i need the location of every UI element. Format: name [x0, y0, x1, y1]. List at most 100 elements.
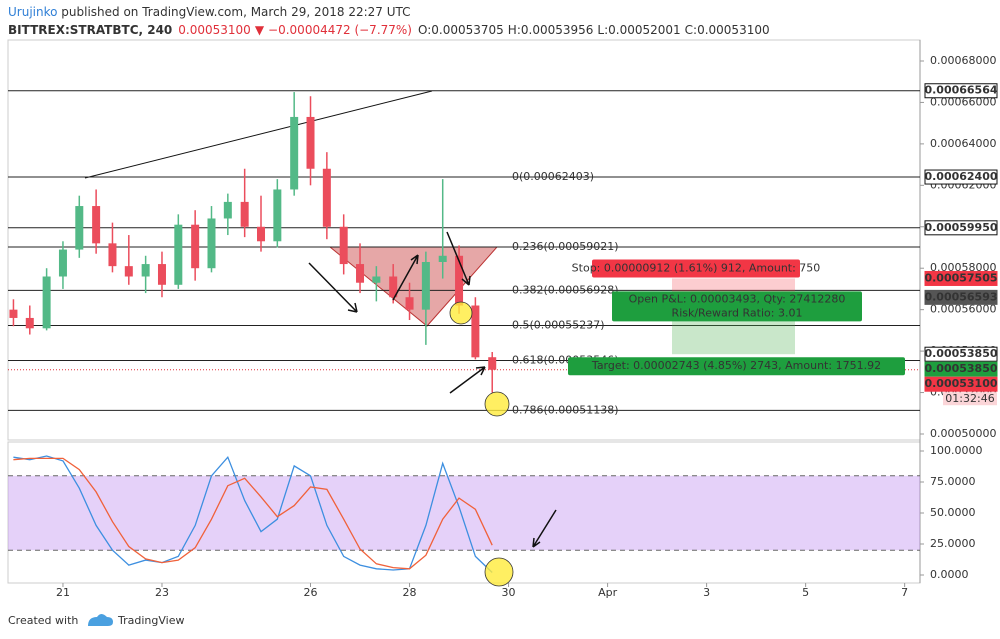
candle-body — [58, 249, 67, 277]
fib-label: 0.236(0.00059021) — [512, 240, 619, 253]
candle-body — [372, 276, 381, 283]
price-tag — [924, 376, 998, 392]
arrow — [446, 231, 471, 286]
x-tick-label: 7 — [901, 586, 908, 599]
candle-body — [223, 201, 232, 219]
price-tag — [924, 361, 998, 377]
arrow: ▼ — [255, 23, 265, 37]
price-tag — [924, 270, 998, 286]
header-line2: BITTREX:STRATBTC, 240 0.00053100 ▼ −0.00004… — [8, 23, 770, 37]
candle-body — [174, 224, 183, 285]
x-tick-label: 3 — [703, 586, 710, 599]
highlight-circle — [449, 301, 473, 325]
candle-body — [108, 243, 117, 267]
rr-label: Risk/Reward Ratio: 3.01 — [672, 306, 803, 319]
candle-body — [455, 255, 464, 306]
candle-body — [306, 116, 315, 169]
x-tick-label: 21 — [56, 586, 70, 599]
fib-label: 0(0.00062403) — [512, 170, 594, 183]
stoch-tick-label: 50.0000 — [930, 506, 976, 519]
header-line1: Urujinko published on TradingView.com, M… — [8, 5, 411, 19]
candle-body — [240, 201, 249, 227]
stoch-band — [8, 475, 920, 551]
fib-label: 0.786(0.00051138) — [512, 403, 619, 416]
trendline — [84, 90, 433, 179]
price-tag-label: 0.00059950 — [924, 221, 997, 234]
countdown: 01:32:46 — [945, 392, 994, 405]
y-tick-label: 0.00050000 — [930, 427, 996, 440]
candle-body — [405, 297, 414, 310]
candle-body — [290, 116, 299, 190]
annotations — [308, 231, 557, 587]
highlight-circle — [484, 557, 514, 587]
candle-body — [124, 266, 133, 277]
x-tick-label: 30 — [502, 586, 516, 599]
arrow — [392, 254, 419, 301]
candle-body — [141, 264, 150, 277]
pnl-box — [612, 291, 862, 322]
fib-label: 0.5(0.00055237) — [512, 318, 605, 331]
candle-body — [322, 168, 331, 227]
candle-body — [421, 261, 430, 310]
candle-body — [9, 309, 18, 318]
candle-body — [273, 189, 282, 242]
candle-body — [92, 206, 101, 244]
y-tick-label: 0.00058000 — [930, 261, 996, 274]
x-tick-label: 26 — [304, 586, 318, 599]
candle-body — [488, 357, 497, 370]
last-price: 0.00053100 — [178, 23, 251, 37]
price-tag — [924, 83, 998, 99]
stoch-tick-label: 0.0000 — [930, 568, 969, 581]
candle-body — [257, 226, 266, 242]
author: Urujinko — [8, 5, 57, 19]
price-tag — [924, 220, 998, 236]
open: O:0.00053705 — [418, 23, 504, 37]
candle-body — [339, 226, 348, 265]
target-label: Target: 0.00002743 (4.85%) 2743, Amount:… — [591, 359, 881, 372]
candle-body — [157, 264, 166, 285]
symbol: BITTREX:STRATBTC, 240 — [8, 23, 172, 37]
price-tag-label: 0.00056593 — [924, 290, 997, 303]
stoch-tick-label: 75.0000 — [930, 475, 976, 488]
published: published on TradingView.com, March 29, … — [57, 5, 410, 19]
target-label-box — [568, 357, 905, 376]
price-tag-label: 0.00057505 — [924, 271, 997, 284]
arrow — [532, 509, 557, 548]
fib-label: 0.382(0.00056928) — [512, 283, 619, 296]
x-tick-label: 23 — [155, 586, 169, 599]
y-tick-label: 0.00068000 — [930, 54, 996, 67]
x-tick-label: 28 — [403, 586, 417, 599]
stoch-line — [13, 457, 493, 570]
price-tag — [924, 169, 998, 185]
stoch-line — [13, 455, 493, 573]
x-tick-label: 5 — [802, 586, 809, 599]
arrow — [449, 366, 486, 394]
price-tag-label: 0.00053850 — [924, 362, 997, 375]
stop-label: Stop: 0.00000912 (1.61%) 912, Amount: 75… — [572, 261, 821, 274]
candle-body — [471, 305, 480, 358]
y-tick-label: 0.00066000 — [930, 95, 996, 108]
candle-body — [42, 276, 51, 329]
price-tag-label: 0.00053100 — [924, 377, 997, 390]
highlight-circle — [484, 391, 510, 417]
stoch-tick-label: 100.0000 — [930, 444, 983, 457]
footer-created: Created with — [8, 614, 78, 627]
arrow — [308, 262, 358, 313]
x-tick-label: Apr — [598, 586, 618, 599]
candle-body — [191, 224, 200, 269]
stoch-tick-label: 25.0000 — [930, 537, 976, 550]
price-tag-label: 0.00066564 — [924, 84, 997, 97]
pnl-label: Open P&L: 0.00003493, Qty: 27412280 — [629, 292, 846, 305]
price-tag-label: 0.00062400 — [924, 170, 997, 183]
footer-brand[interactable]: TradingView — [117, 614, 184, 627]
price-tag — [924, 346, 998, 362]
stop-label-box — [592, 259, 800, 278]
y-tick-label: 0.00064000 — [930, 137, 996, 150]
countdown-box — [943, 392, 997, 406]
candle-body — [356, 264, 365, 283]
candle-body — [25, 317, 34, 329]
change: −0.00004472 (−7.77%) — [268, 23, 412, 37]
candle-body — [207, 218, 216, 269]
low: L:0.00052001 — [597, 23, 680, 37]
